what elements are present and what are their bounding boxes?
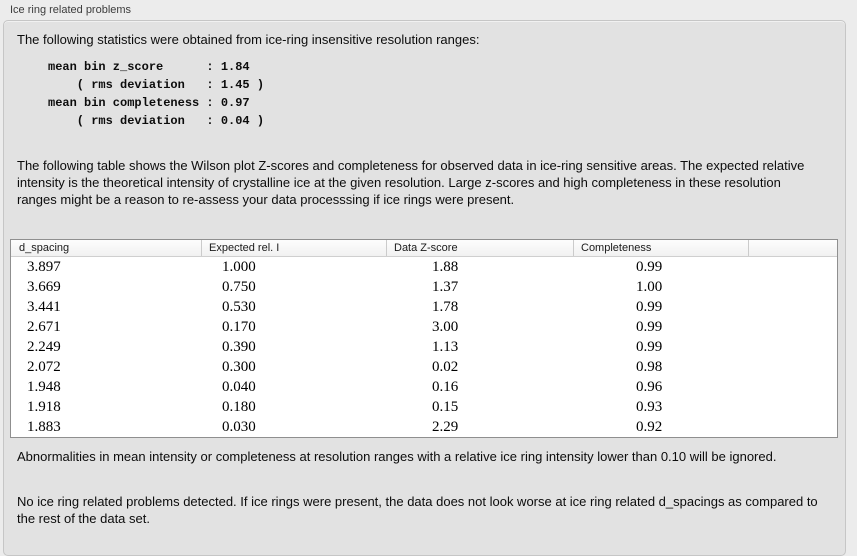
note-ignore-text: Abnormalities in mean intensity or compl… <box>17 449 777 464</box>
table-row[interactable]: 2.671 0.170 3.00 0.99 <box>11 317 837 337</box>
panel-title: Ice ring related problems <box>10 4 132 16</box>
table-body: 3.897 1.000 1.88 0.99 3.669 0.750 1.37 1.00 3.44… <box>11 257 837 437</box>
table-row[interactable]: 2.072 0.300 0.02 0.98 <box>11 357 837 377</box>
header-cell-expected-rel-i[interactable]: Expected rel. I <box>202 240 387 256</box>
table-cell: 0.180 <box>222 399 256 415</box>
table-cell: 0.170 <box>222 319 256 335</box>
table-cell: 1.883 <box>27 419 61 435</box>
table-cell: 0.93 <box>636 399 663 415</box>
table-cell: 1.918 <box>27 399 61 415</box>
header-cell-completeness[interactable]: Completeness <box>574 240 749 256</box>
table-cell: 2.072 <box>27 359 61 375</box>
header-cell-empty <box>749 240 837 256</box>
table-cell: 0.99 <box>636 319 663 335</box>
table-cell: 0.16 <box>432 379 459 395</box>
table-cell: 3.669 <box>27 279 61 295</box>
table-cell: 1.000 <box>222 259 256 275</box>
table-row[interactable]: 3.897 1.000 1.88 0.99 <box>11 257 837 277</box>
stats-block: mean bin z_score : 1.84 ( rms deviation … <box>48 60 265 128</box>
table-cell: 0.030 <box>222 419 256 435</box>
table-row[interactable]: 3.669 0.750 1.37 1.00 <box>11 277 837 297</box>
intro-text: The following statistics were obtained f… <box>17 32 480 47</box>
table-cell: 3.441 <box>27 299 61 315</box>
header-cell-d-spacing[interactable]: d_spacing <box>11 240 202 256</box>
table-cell: 3.897 <box>27 259 61 275</box>
table-cell: 0.040 <box>222 379 256 395</box>
table-cell: 0.300 <box>222 359 256 375</box>
header-cell-data-z-score[interactable]: Data Z-score <box>387 240 574 256</box>
table-cell: 1.13 <box>432 339 459 355</box>
table-header: d_spacing Expected rel. I Data Z-score C… <box>11 240 837 257</box>
table-cell: 2.671 <box>27 319 61 335</box>
conclusion-text: No ice ring related problems detected. I… <box>17 494 818 526</box>
table-cell: 0.99 <box>636 299 663 315</box>
table-row[interactable]: 1.948 0.040 0.16 0.96 <box>11 377 837 397</box>
table-description: The following table shows the Wilson plo… <box>17 158 805 207</box>
table-cell: 2.249 <box>27 339 61 355</box>
table-cell: 0.96 <box>636 379 663 395</box>
table-cell: 3.00 <box>432 319 459 335</box>
table-cell: 1.78 <box>432 299 459 315</box>
table-cell: 0.02 <box>432 359 459 375</box>
table-cell: 1.948 <box>27 379 61 395</box>
table-cell: 0.99 <box>636 339 663 355</box>
table-cell: 0.390 <box>222 339 256 355</box>
table-row[interactable]: 1.883 0.030 2.29 0.92 <box>11 417 837 437</box>
table-cell: 0.15 <box>432 399 459 415</box>
data-table: d_spacing Expected rel. I Data Z-score C… <box>10 239 838 438</box>
table-cell: 0.750 <box>222 279 256 295</box>
table-cell: 1.88 <box>432 259 459 275</box>
table-cell: 0.530 <box>222 299 256 315</box>
table-cell: 0.99 <box>636 259 663 275</box>
table-cell: 2.29 <box>432 419 459 435</box>
table-cell: 0.92 <box>636 419 663 435</box>
table-cell: 1.00 <box>636 279 663 295</box>
table-row[interactable]: 2.249 0.390 1.13 0.99 <box>11 337 837 357</box>
table-cell: 0.98 <box>636 359 663 375</box>
table-row[interactable]: 3.441 0.530 1.78 0.99 <box>11 297 837 317</box>
table-cell: 1.37 <box>432 279 459 295</box>
table-row[interactable]: 1.918 0.180 0.15 0.93 <box>11 397 837 417</box>
